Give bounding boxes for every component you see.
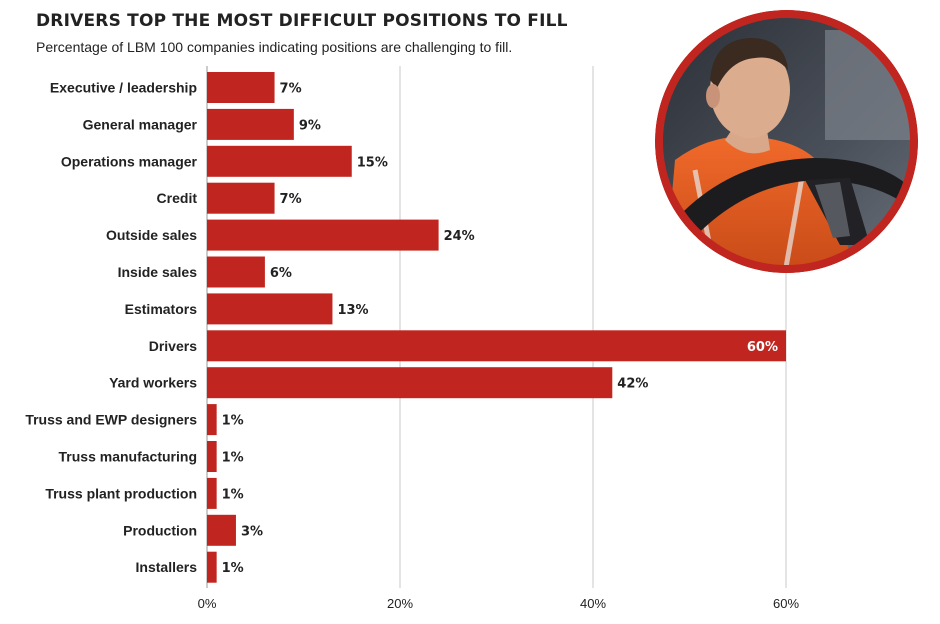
bar [207,404,217,436]
data-label: 7% [280,82,302,97]
bar [207,293,333,325]
category-label: Credit [157,190,198,206]
data-label: 7% [280,192,302,207]
category-label: General manager [83,116,198,132]
category-label: Truss manufacturing [59,449,197,465]
category-label: Estimators [125,301,198,317]
category-label: Truss plant production [45,485,197,501]
bar [207,551,217,583]
category-label: Inside sales [118,264,198,280]
data-label: 13% [337,303,368,318]
category-label: Installers [136,559,198,575]
category-label: Yard workers [109,375,197,391]
category-label: Production [123,522,197,538]
bar [207,367,613,399]
truck-driver-photo-icon [655,10,918,273]
value-labels: 7% 9% 15% 7% 24% 6% 13% 60% 42% 1% 1% 1% 3% 1% [222,82,778,577]
data-label: 60% [747,340,778,355]
x-tick-label: 40% [580,596,606,611]
data-label: 42% [617,377,648,392]
x-tick-label: 0% [198,596,217,611]
data-label: 24% [444,229,475,244]
bars [207,72,786,583]
data-label: 1% [222,414,244,429]
x-tick-label: 60% [773,596,799,611]
bar [207,72,275,103]
data-label: 15% [357,155,388,170]
bar [207,441,217,472]
data-label: 9% [299,118,321,133]
category-label: Outside sales [106,227,197,243]
category-label: Truss and EWP designers [25,412,197,428]
bar [207,256,265,288]
bar [207,145,352,177]
bar [207,219,439,251]
chart-title: DRIVERS TOP THE MOST DIFFICULT POSITIONS… [36,11,568,31]
bar [207,514,236,546]
category-label: Drivers [149,338,197,354]
bar [207,330,786,362]
category-label: Executive / leadership [50,80,197,96]
data-label: 6% [270,266,292,281]
data-label: 1% [222,451,244,466]
bar [207,477,217,509]
chart-subtitle: Percentage of LBM 100 companies indicati… [36,39,513,55]
data-label: 3% [241,524,263,539]
category-label: Operations manager [61,153,198,169]
x-axis-ticks: 0% 20% 40% 60% [198,596,800,611]
bar [207,182,275,214]
x-tick-label: 20% [387,596,413,611]
data-label: 1% [222,561,244,576]
category-labels: Executive / leadership General manager Ope… [25,80,197,576]
data-label: 1% [222,487,244,502]
bar [207,108,294,140]
